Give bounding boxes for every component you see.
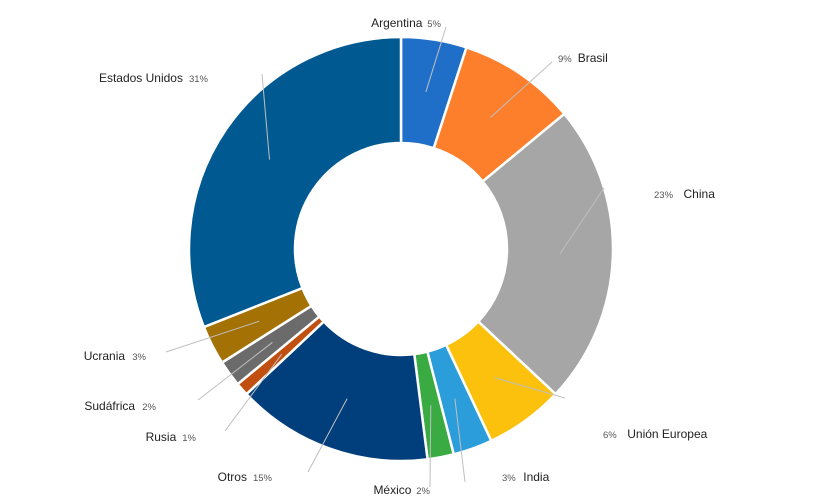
leader-line bbox=[490, 61, 553, 118]
slice-label: México 2% bbox=[373, 483, 430, 497]
slice-label-name: Otros bbox=[218, 470, 247, 484]
slice-label-pct: 2% bbox=[142, 402, 156, 413]
slice-label-name: Estados Unidos bbox=[99, 71, 183, 85]
leader-line bbox=[494, 377, 566, 399]
slice-label: 9% Brasil bbox=[558, 51, 608, 65]
slice-label: Estados Unidos 31% bbox=[99, 71, 209, 85]
slice-label-pct: 23% bbox=[654, 190, 674, 201]
leader-line bbox=[197, 342, 273, 401]
chart-slices bbox=[187, 35, 615, 463]
chart-labels: Argentina 5% 9% Brasil 23% China 6% Unión Europ… bbox=[84, 16, 715, 497]
leader-line bbox=[454, 398, 466, 483]
slice-label-name: China bbox=[684, 187, 716, 201]
slice-label-pct: 3% bbox=[502, 473, 516, 484]
leader-line bbox=[165, 320, 260, 353]
slice-label-pct: 3% bbox=[132, 352, 146, 363]
leader-line bbox=[261, 73, 270, 160]
slice-label-pct: 31% bbox=[189, 74, 209, 85]
slice-label-pct: 9% bbox=[558, 54, 572, 65]
slice-label: Otros 15% bbox=[218, 470, 273, 484]
slice-label-name: Sudáfrica bbox=[84, 399, 135, 413]
leader-line bbox=[429, 405, 432, 488]
slice-label-name: Ucrania bbox=[84, 349, 126, 363]
slice-label-pct: 15% bbox=[253, 473, 273, 484]
slice-estados-unidos bbox=[187, 35, 403, 329]
leader-line bbox=[307, 398, 348, 473]
slice-label-name: Unión Europea bbox=[627, 427, 707, 441]
slice-label-pct: 2% bbox=[416, 486, 430, 497]
slice-label-name: México bbox=[373, 483, 411, 497]
slice-label: Rusia 1% bbox=[146, 430, 197, 444]
slice-label-pct: 1% bbox=[182, 433, 196, 444]
slice-label-name: Brasil bbox=[578, 51, 608, 65]
slice-label: 3% India bbox=[502, 470, 550, 484]
leader-line bbox=[559, 187, 605, 255]
slice-label-name: Rusia bbox=[146, 430, 177, 444]
leader-line bbox=[224, 353, 283, 432]
slice-label-name: India bbox=[523, 470, 549, 484]
slice-label-pct: 5% bbox=[427, 19, 441, 30]
slice-label-pct: 6% bbox=[603, 430, 617, 441]
slice-label: Argentina 5% bbox=[371, 16, 441, 30]
slice-china bbox=[476, 112, 615, 396]
slice-label-name: Argentina bbox=[371, 16, 423, 30]
chart-leader-lines bbox=[165, 26, 605, 488]
leader-line bbox=[425, 26, 447, 93]
slice-label: Ucrania 3% bbox=[84, 349, 147, 363]
slice-label: 6% Unión Europea bbox=[603, 427, 708, 441]
slice-otros bbox=[244, 319, 429, 463]
slice-label: Sudáfrica 2% bbox=[84, 399, 156, 413]
slice-label: 23% China bbox=[654, 187, 715, 201]
